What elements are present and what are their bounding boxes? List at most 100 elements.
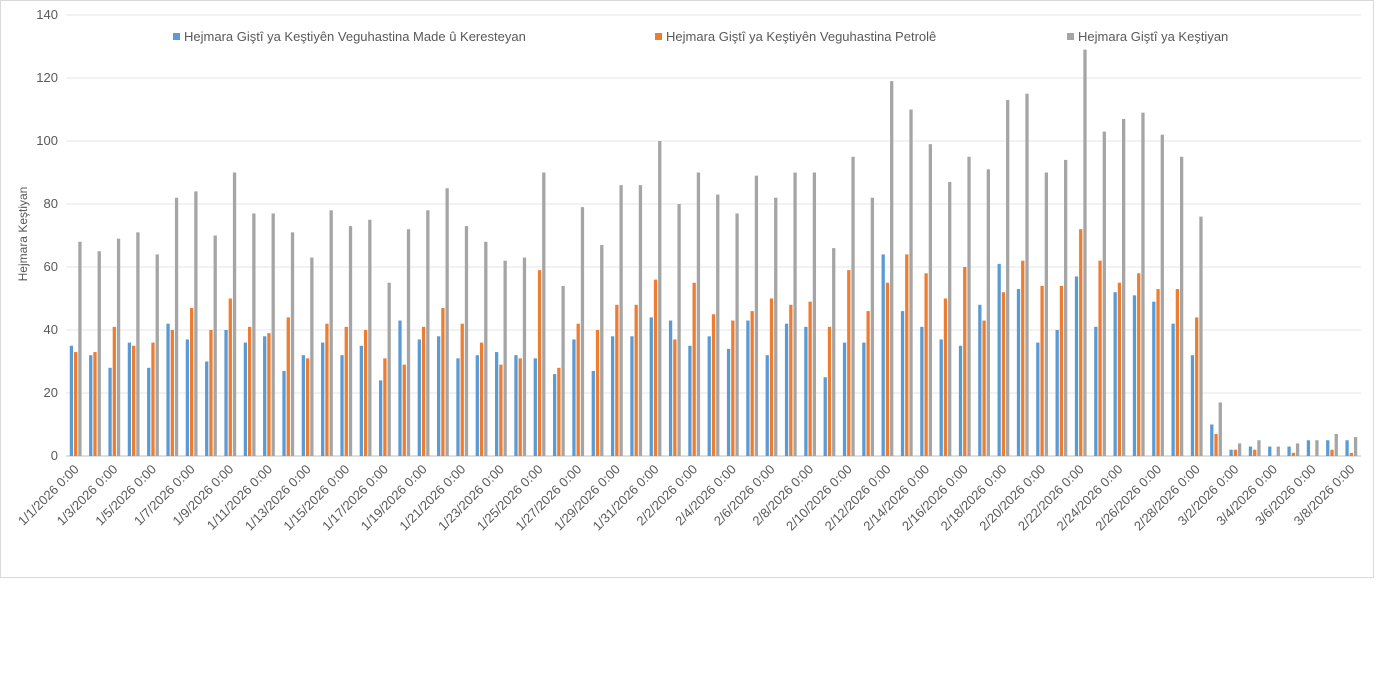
bar-series-2 — [267, 333, 271, 456]
bar-series-2 — [1137, 273, 1141, 456]
bar-series-2 — [634, 304, 638, 456]
bar-series-2 — [363, 330, 368, 456]
bar-series-2 — [866, 311, 870, 456]
bar-series-2 — [402, 364, 406, 456]
bar-series-2 — [750, 311, 754, 456]
bar-series-1 — [398, 320, 402, 456]
bar-series-2 — [1001, 292, 1006, 456]
bar-series-2 — [1195, 317, 1199, 456]
bar-series-2 — [286, 317, 290, 456]
bar-series-1 — [997, 263, 1001, 456]
bar-series-3 — [232, 172, 237, 456]
bar-series-1 — [630, 336, 634, 456]
bar-series-1 — [147, 367, 151, 456]
legend: Hejmara Giştî ya Keştiyên Veguhastina Ma… — [173, 29, 1228, 44]
bar-series-3 — [387, 282, 391, 456]
bar-series-2 — [112, 326, 116, 456]
y-tick-label: 100 — [36, 133, 58, 148]
bar-series-2 — [325, 323, 329, 456]
bar-series-3 — [909, 109, 913, 456]
bar-series-2 — [132, 345, 136, 456]
bar-series-1 — [978, 304, 982, 456]
bar-series-3 — [542, 172, 546, 456]
bar-series-3 — [97, 251, 101, 456]
bar-series-1 — [900, 311, 905, 456]
legend-label-3: Hejmara Giştî ya Keştiyan — [1078, 29, 1228, 44]
bar-series-2 — [441, 307, 445, 456]
bar-series-3 — [1295, 443, 1300, 456]
bar-series-2 — [1233, 449, 1238, 456]
bar-series-2 — [1214, 433, 1218, 456]
bar-series-2 — [344, 326, 348, 456]
bar-series-3 — [194, 191, 198, 456]
bar-series-3 — [812, 172, 817, 456]
bar-series-2 — [808, 301, 812, 456]
bar-series-3 — [503, 260, 507, 456]
bar-series-2 — [479, 342, 484, 456]
legend-label-2: Hejmara Giştî ya Keştiyên Veguhastina Pe… — [666, 29, 936, 44]
bar-series-1 — [1074, 276, 1079, 456]
bar-series-3 — [116, 238, 121, 456]
bar-series-3 — [78, 241, 82, 456]
bar-series-1 — [456, 358, 460, 456]
bar-series-2 — [905, 254, 909, 456]
bar-series-1 — [804, 326, 808, 456]
bar-series-3 — [1141, 112, 1145, 457]
y-tick-label: 120 — [36, 70, 58, 85]
bar-series-3 — [832, 248, 836, 456]
bar-series-2 — [557, 367, 561, 456]
bar-series-1 — [321, 342, 325, 456]
bar-series-1 — [688, 345, 692, 456]
bar-series-3 — [1257, 440, 1261, 456]
bar-series-1 — [89, 355, 93, 456]
bar-series-2 — [963, 267, 967, 456]
bar-series-2 — [170, 330, 174, 456]
bar-series-3 — [271, 213, 275, 456]
bar-series-3 — [426, 210, 430, 456]
bar-series-2 — [537, 270, 542, 456]
bar-series-2 — [1291, 452, 1295, 456]
bar-series-1 — [1055, 330, 1059, 456]
bar-series-3 — [136, 232, 140, 456]
bar-series-3 — [1334, 433, 1338, 456]
bar-series-1 — [591, 370, 595, 456]
bar-series-2 — [383, 358, 387, 456]
bar-series-1 — [301, 355, 305, 456]
bar-series-3 — [600, 244, 604, 456]
bar-series-1 — [533, 358, 537, 456]
bar-series-1 — [1345, 440, 1349, 456]
bar-series-1 — [437, 336, 441, 456]
bar-series-2 — [885, 282, 890, 456]
bar-series-2 — [1253, 449, 1257, 456]
bar-series-3 — [290, 232, 295, 456]
x-axis-ticks: 1/1/2026 0:001/3/2026 0:001/5/2026 0:001… — [15, 462, 1358, 534]
bar-series-1 — [224, 330, 228, 456]
bar-series-3 — [1006, 100, 1010, 457]
bar-series-2 — [1059, 285, 1064, 456]
bar-series-3 — [1025, 93, 1029, 456]
bar-series-3 — [1160, 134, 1164, 456]
bar-series-3 — [870, 197, 875, 456]
bar-series-2 — [711, 314, 716, 456]
bar-series-3 — [1353, 437, 1358, 456]
y-axis-label: Hejmara Keştiyan — [16, 187, 30, 282]
bar-series-1 — [552, 374, 557, 456]
bar-series-3 — [252, 213, 256, 456]
bar-series-1 — [649, 317, 653, 456]
bar-series-2 — [827, 326, 832, 456]
bar-series-2 — [595, 330, 600, 456]
bar-series-3 — [348, 226, 353, 456]
bar-series-2 — [1040, 285, 1044, 456]
bar-series-1 — [726, 348, 731, 456]
bar-series-1 — [166, 323, 170, 456]
bar-series-1 — [920, 326, 924, 456]
y-tick-label: 0 — [51, 448, 58, 463]
bar-series-1 — [1190, 355, 1195, 456]
bar-series-2 — [1098, 260, 1102, 456]
bar-series-3 — [890, 81, 894, 457]
bar-series-3 — [638, 185, 643, 456]
bar-series-1 — [958, 345, 963, 456]
bar-series-2 — [673, 339, 677, 456]
bar-series-3 — [1083, 49, 1087, 457]
bar-series-3 — [619, 185, 623, 456]
